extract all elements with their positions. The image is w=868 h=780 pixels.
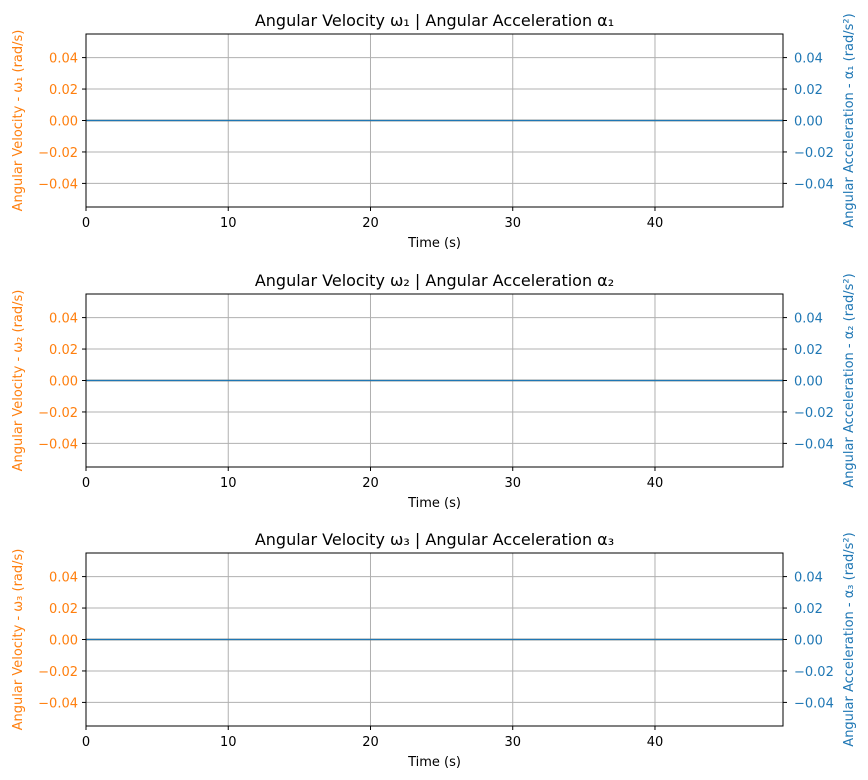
- y-right-tick-label: 0.00: [794, 375, 823, 390]
- y-right-tick-label: −0.02: [794, 665, 834, 680]
- x-tick-label: 30: [504, 735, 521, 750]
- y-left-axis-label: Angular Velocity - ω₁ (rad/s): [11, 30, 26, 212]
- x-tick-label: 0: [82, 735, 90, 750]
- y-left-tick-label: 0.00: [49, 115, 78, 130]
- y-left-tick-label: 0.04: [49, 571, 78, 586]
- y-left-tick-label: −0.02: [38, 665, 78, 680]
- subplot-3: 0 10 20 30 40 0.04 0.02 0.00 −0.02 −0.04 0.04 0.02 0…: [11, 530, 857, 770]
- y-right-tick-label: 0.02: [794, 602, 823, 617]
- y-right-tick-label: 0.04: [794, 571, 823, 586]
- y-right-tick-label: 0.00: [794, 634, 823, 649]
- y-right-tick-label: −0.02: [794, 406, 834, 421]
- x-tick-label: 20: [362, 735, 379, 750]
- x-tick-label: 10: [220, 216, 237, 231]
- x-axis-label: Time (s): [407, 496, 461, 511]
- y-left-tick-label: 0.00: [49, 375, 78, 390]
- y-left-axis-label: Angular Velocity - ω₂ (rad/s): [11, 290, 26, 472]
- y-right-axis-label: Angular Acceleration - α₂ (rad/s²): [842, 273, 857, 487]
- x-axis-label: Time (s): [407, 236, 461, 251]
- y-left-tick-label: 0.02: [49, 343, 78, 358]
- y-left-tick-label: 0.02: [49, 83, 78, 98]
- y-right-tick-label: 0.00: [794, 115, 823, 130]
- y-right-axis-label: Angular Acceleration - α₁ (rad/s²): [842, 13, 857, 227]
- x-axis-label: Time (s): [407, 755, 461, 770]
- chart-title: Angular Velocity ω₂ | Angular Accelerati…: [255, 271, 614, 290]
- y-left-tick-label: 0.04: [49, 312, 78, 327]
- subplot-2: 0 10 20 30 40 0.04 0.02 0.00 −0.02 −0.04 0.04 0.02 0…: [11, 271, 857, 511]
- y-right-tick-label: −0.04: [794, 696, 834, 711]
- y-right-axis-label: Angular Acceleration - α₃ (rad/s²): [842, 532, 857, 746]
- y-right-tick-label: −0.02: [794, 146, 834, 161]
- y-right-tick-label: 0.04: [794, 52, 823, 67]
- y-right-tick-label: 0.02: [794, 83, 823, 98]
- y-left-tick-label: 0.00: [49, 634, 78, 649]
- x-tick-label: 30: [504, 476, 521, 491]
- y-left-tick-label: −0.02: [38, 406, 78, 421]
- y-left-axis-label: Angular Velocity - ω₃ (rad/s): [11, 549, 26, 731]
- x-tick-label: 10: [220, 735, 237, 750]
- x-tick-label: 30: [504, 216, 521, 231]
- chart-title: Angular Velocity ω₃ | Angular Accelerati…: [255, 530, 614, 549]
- y-right-tick-label: 0.04: [794, 312, 823, 327]
- x-tick-label: 20: [362, 476, 379, 491]
- x-tick-label: 40: [647, 476, 664, 491]
- y-right-tick-label: −0.04: [794, 177, 834, 192]
- x-tick-label: 0: [82, 216, 90, 231]
- y-left-tick-label: 0.04: [49, 52, 78, 67]
- y-left-tick-label: 0.02: [49, 602, 78, 617]
- y-right-tick-label: −0.04: [794, 437, 834, 452]
- y-left-tick-label: −0.04: [38, 437, 78, 452]
- subplot-1: 0 10 20 30 40 0.04 0.02 0.00 −0.02 −0.04 0.04 0.02 0…: [11, 11, 857, 251]
- y-left-tick-label: −0.02: [38, 146, 78, 161]
- x-tick-label: 40: [647, 735, 664, 750]
- y-left-tick-label: −0.04: [38, 177, 78, 192]
- y-left-tick-label: −0.04: [38, 696, 78, 711]
- chart-title: Angular Velocity ω₁ | Angular Accelerati…: [255, 11, 614, 30]
- x-tick-label: 20: [362, 216, 379, 231]
- x-tick-label: 10: [220, 476, 237, 491]
- x-tick-label: 0: [82, 476, 90, 491]
- y-right-tick-label: 0.02: [794, 343, 823, 358]
- x-tick-label: 40: [647, 216, 664, 231]
